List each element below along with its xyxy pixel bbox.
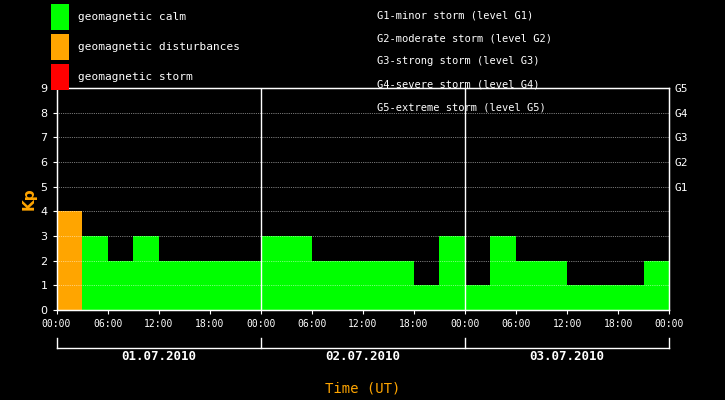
- Bar: [465, 285, 491, 310]
- Text: G5-extreme storm (level G5): G5-extreme storm (level G5): [377, 103, 546, 113]
- Bar: [261, 236, 286, 310]
- Text: G2-moderate storm (level G2): G2-moderate storm (level G2): [377, 33, 552, 43]
- Text: G4-severe storm (level G4): G4-severe storm (level G4): [377, 80, 539, 90]
- Bar: [286, 236, 312, 310]
- Text: geomagnetic calm: geomagnetic calm: [78, 12, 186, 22]
- Text: 01.07.2010: 01.07.2010: [121, 350, 196, 363]
- Bar: [362, 261, 389, 310]
- Text: geomagnetic disturbances: geomagnetic disturbances: [78, 42, 239, 52]
- Bar: [592, 285, 618, 310]
- Text: Time (UT): Time (UT): [325, 382, 400, 396]
- Bar: [184, 261, 210, 310]
- Bar: [618, 285, 644, 310]
- Bar: [235, 261, 261, 310]
- Bar: [439, 236, 465, 310]
- Text: 02.07.2010: 02.07.2010: [326, 350, 400, 363]
- Bar: [389, 261, 414, 310]
- Bar: [210, 261, 235, 310]
- Bar: [159, 261, 184, 310]
- Text: 03.07.2010: 03.07.2010: [529, 350, 605, 363]
- Bar: [491, 236, 516, 310]
- Bar: [542, 261, 567, 310]
- Bar: [414, 285, 439, 310]
- Bar: [57, 211, 82, 310]
- Bar: [312, 261, 337, 310]
- Bar: [644, 261, 669, 310]
- Text: geomagnetic storm: geomagnetic storm: [78, 72, 192, 82]
- Y-axis label: Kp: Kp: [21, 188, 36, 210]
- Bar: [337, 261, 362, 310]
- Bar: [516, 261, 542, 310]
- Bar: [133, 236, 159, 310]
- Bar: [107, 261, 133, 310]
- Bar: [82, 236, 107, 310]
- Text: G3-strong storm (level G3): G3-strong storm (level G3): [377, 56, 539, 66]
- Text: G1-minor storm (level G1): G1-minor storm (level G1): [377, 10, 534, 20]
- Bar: [567, 285, 592, 310]
